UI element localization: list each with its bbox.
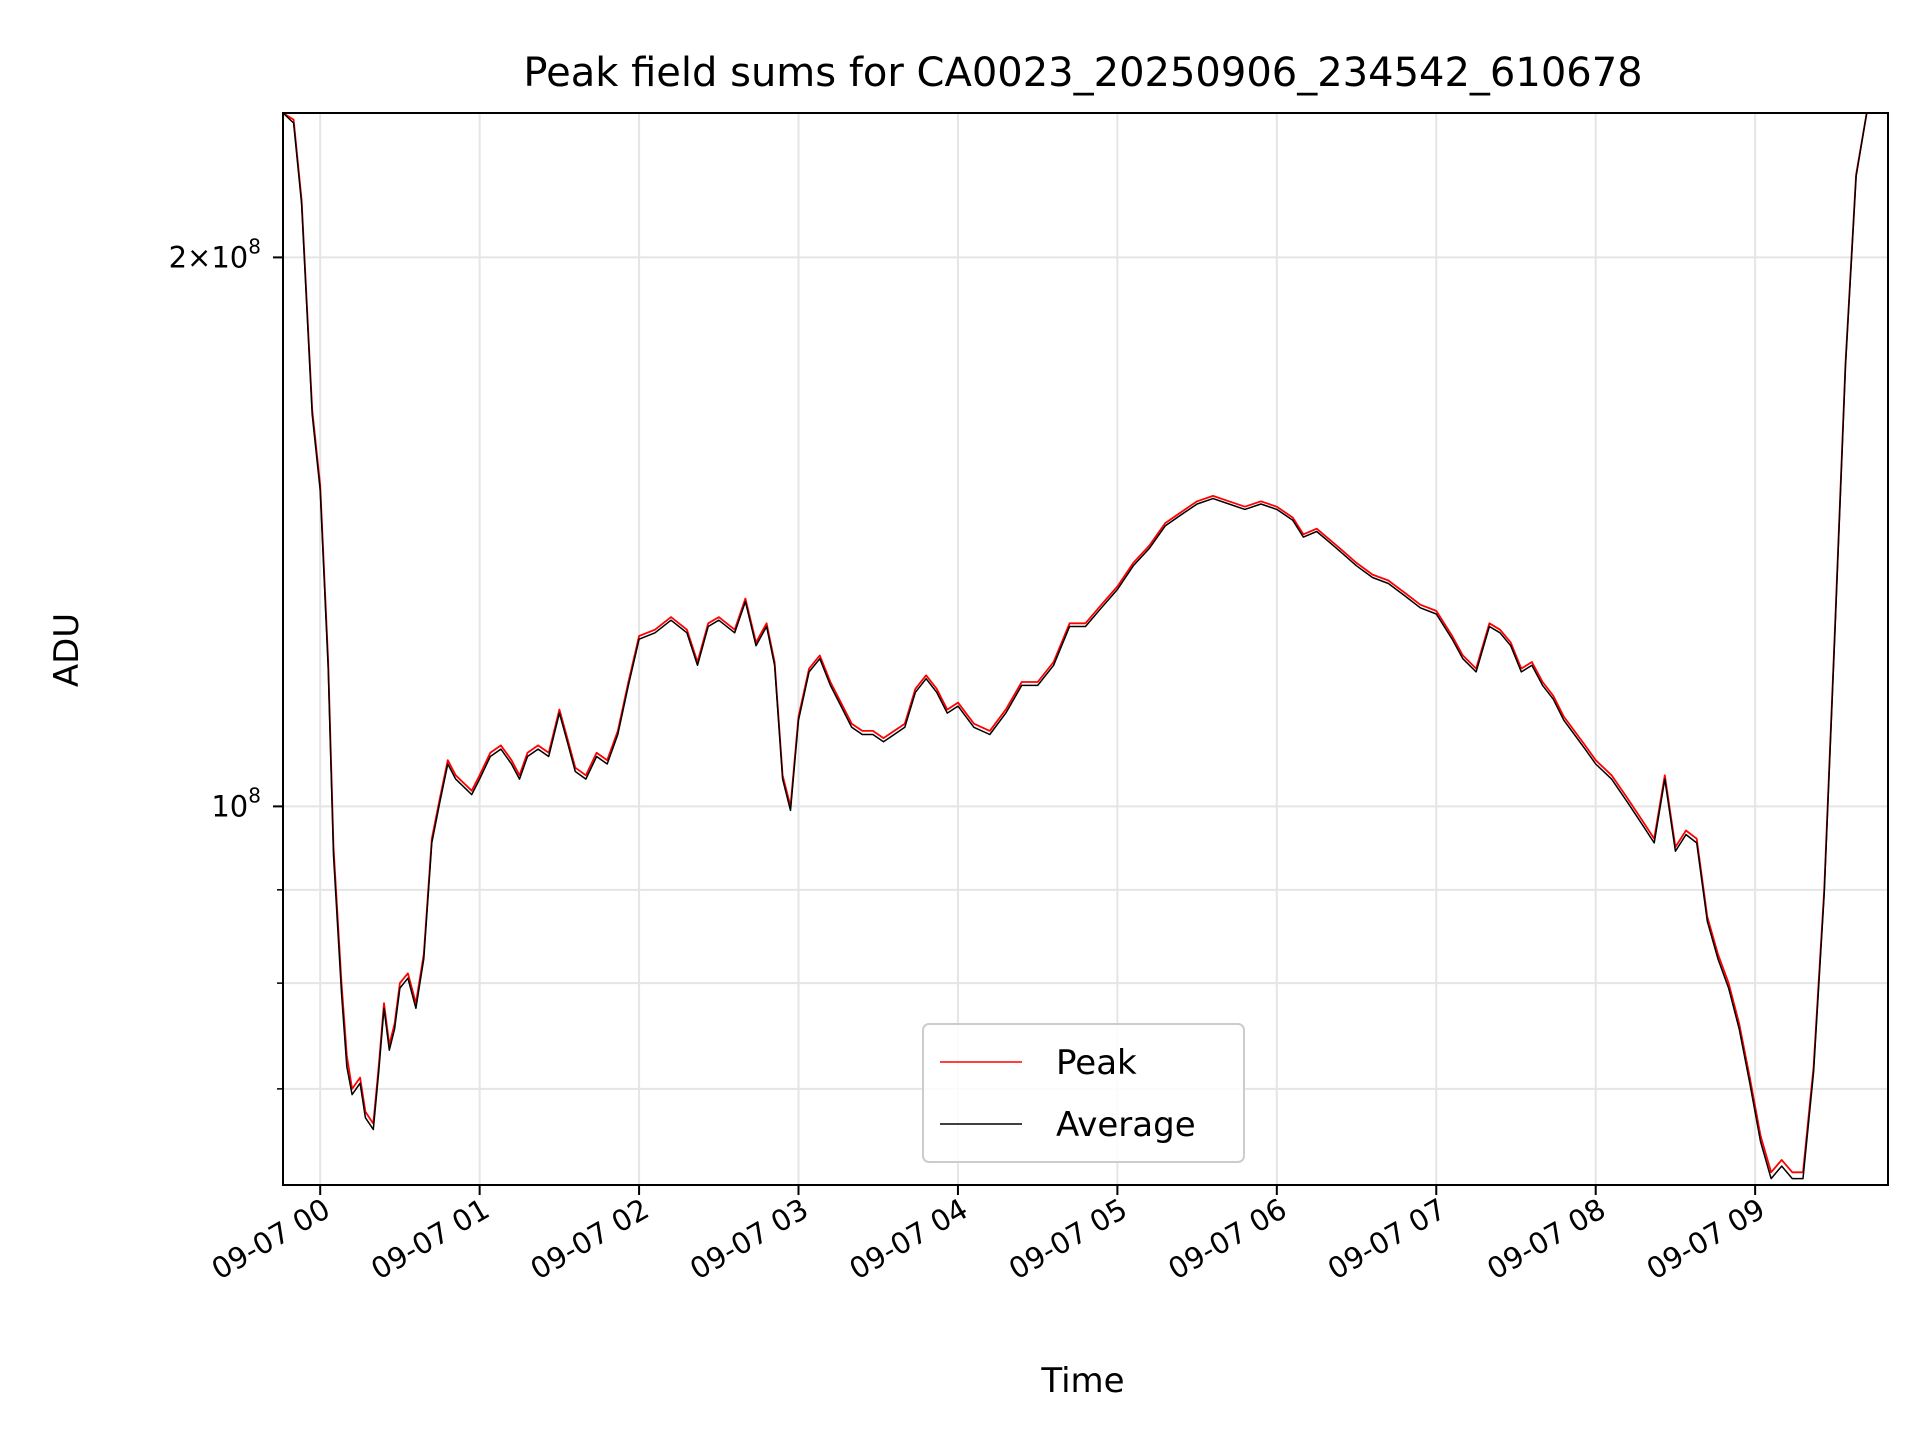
y-tick-label: 108 <box>211 783 261 823</box>
y-tick-label: 2×108 <box>169 234 261 274</box>
series-line-peak <box>282 112 1868 1174</box>
legend-label-peak: Peak <box>1056 1043 1137 1083</box>
series-lines <box>282 112 1868 1180</box>
chart-title: Peak field sums for CA0023_20250906_2345… <box>523 50 1642 96</box>
legend: Peak Average <box>922 1023 1245 1163</box>
legend-label-average: Average <box>1056 1105 1196 1145</box>
y-axis-ticks: 108 2×108 <box>169 234 283 1090</box>
plot-area-frame <box>282 112 1889 1186</box>
series-line-average <box>282 112 1868 1180</box>
y-axis-label: ADU <box>47 613 87 687</box>
x-axis-label: Time <box>1040 1361 1124 1401</box>
legend-box <box>922 1023 1245 1163</box>
